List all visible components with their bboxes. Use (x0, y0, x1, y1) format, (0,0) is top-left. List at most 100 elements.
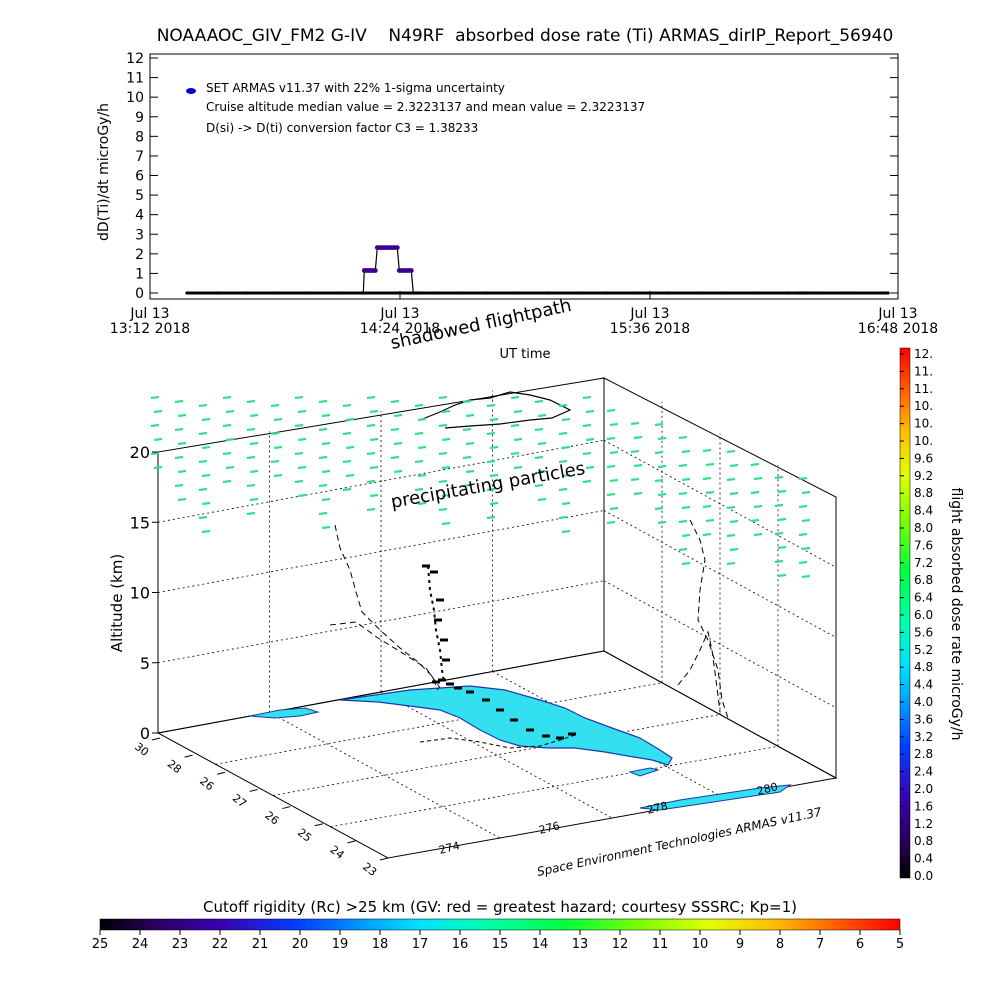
particle-mark (606, 464, 616, 469)
particle-mark (606, 436, 616, 441)
top-x-tick-label-line2: 16:48 2018 (858, 321, 938, 337)
particle-mark (702, 476, 712, 481)
particle-mark (390, 399, 400, 404)
particle-mark (729, 491, 739, 496)
particle-mark (297, 437, 307, 442)
particle-mark (249, 497, 259, 502)
top-x-tick-label-line1: Jul 13 (629, 306, 669, 322)
top-x-tick-label-line2: 13:12 2018 (110, 321, 190, 337)
particle-mark (297, 465, 307, 470)
particle-mark (177, 441, 187, 446)
right-colorbar-tick-label: 4.0 (914, 695, 933, 709)
particle-mark (774, 559, 784, 564)
particle-mark (585, 437, 595, 442)
particle-mark (609, 506, 619, 511)
particle-mark (657, 492, 667, 497)
right-colorbar-tick-label: 0.0 (914, 869, 933, 883)
particle-mark (657, 436, 667, 441)
particle-mark (390, 455, 400, 460)
particle-mark (438, 507, 448, 512)
particle-mark (441, 521, 451, 526)
particle-mark (177, 497, 187, 502)
bottom-colorbar-tick-label: 25 (92, 937, 109, 952)
particle-mark (486, 487, 496, 492)
altitude-grid-right (603, 439, 837, 568)
particle-mark (798, 504, 808, 509)
particle-mark (702, 532, 712, 537)
right-colorbar-tick-label: 7.2 (914, 556, 933, 570)
particle-mark (513, 437, 523, 442)
particle-mark (462, 427, 472, 432)
particle-mark (321, 525, 331, 530)
particle-mark (657, 464, 667, 469)
top-y-tick-label: 7 (135, 149, 144, 165)
particle-mark (174, 399, 184, 404)
bottom-colorbar-label: Cutoff rigidity (Rc) >25 km (GV: red = g… (203, 898, 797, 916)
particle-mark (705, 490, 715, 495)
particle-mark (198, 515, 208, 520)
flight-3d-plot: shadowed flightpath precipitating partic… (108, 295, 838, 879)
right-colorbar-tick-label: 0.8 (914, 834, 933, 848)
particle-mark (609, 478, 619, 483)
bottom-colorbar-tick-label: 12 (612, 937, 629, 952)
particle-mark (417, 501, 427, 506)
particle-mark (414, 431, 424, 436)
altitude-tick-label: 0 (140, 724, 150, 743)
particle-mark (510, 395, 520, 400)
particle-mark (510, 423, 520, 428)
particle-mark (633, 491, 643, 496)
particle-mark (438, 395, 448, 400)
particle-mark (294, 479, 304, 484)
bottom-colorbar-tick-label: 13 (572, 937, 589, 952)
particle-mark (513, 465, 523, 470)
particle-mark (558, 487, 568, 492)
particle-mark (369, 409, 379, 414)
right-colorbar: 12. 11. 11. 10. 10. 10. 9.6 9.2 8.8 8.4 8.0 7.6 7.2 6… (899, 347, 964, 883)
right-colorbar-tick-label: 5.2 (914, 643, 933, 657)
particle-mark (201, 501, 211, 506)
particle-mark (441, 437, 451, 442)
particle-mark (345, 445, 355, 450)
altitude-tick-label: 10 (130, 584, 150, 603)
particle-mark (510, 451, 520, 456)
precipitating-particles (150, 395, 811, 579)
particle-mark (750, 518, 760, 523)
particle-mark (678, 547, 688, 552)
legend: SET ARMAS v11.37 with 22% 1-sigma uncert… (186, 81, 645, 135)
particle-mark (198, 403, 208, 408)
top-x-tick-label-line2: 15:36 2018 (610, 321, 690, 337)
top-y-tick-label: 8 (135, 129, 144, 145)
flightpath-shadow-right-wall-2 (677, 630, 721, 713)
right-colorbar-tick-label: 0.4 (914, 852, 933, 866)
right-colorbar-tick-label: 8.0 (914, 521, 933, 535)
latitude-tick-label: 27 (230, 792, 249, 811)
particle-mark (225, 437, 235, 442)
right-colorbar-tick-label: 7.6 (914, 538, 933, 552)
particle-mark (729, 463, 739, 468)
altitude-grid-right (603, 510, 837, 638)
particle-mark (369, 465, 379, 470)
particle-mark (798, 532, 808, 537)
flightpath-shadow-left-wall (334, 524, 439, 691)
particle-mark (558, 459, 568, 464)
particle-mark (630, 477, 640, 482)
right-colorbar-tick-label: 4.8 (914, 660, 933, 674)
particle-mark (342, 487, 352, 492)
particle-mark (294, 395, 304, 400)
floor-grid-lon (269, 712, 501, 839)
dose-rate-line (187, 247, 888, 294)
particle-mark (174, 483, 184, 488)
particle-mark (513, 409, 523, 414)
legend-line-3: D(si) -> D(ti) conversion factor C3 = 1.… (206, 121, 478, 135)
top-y-tick-label: 5 (135, 188, 144, 204)
particle-mark (777, 545, 787, 550)
particle-mark (609, 450, 619, 455)
top-y-tick-label: 4 (135, 208, 144, 224)
top-x-tick-label-line2: 14:24 2018 (360, 321, 440, 337)
particle-mark (174, 427, 184, 432)
particle-mark (369, 437, 379, 442)
bottom-colorbar-tick-label: 16 (452, 937, 469, 952)
